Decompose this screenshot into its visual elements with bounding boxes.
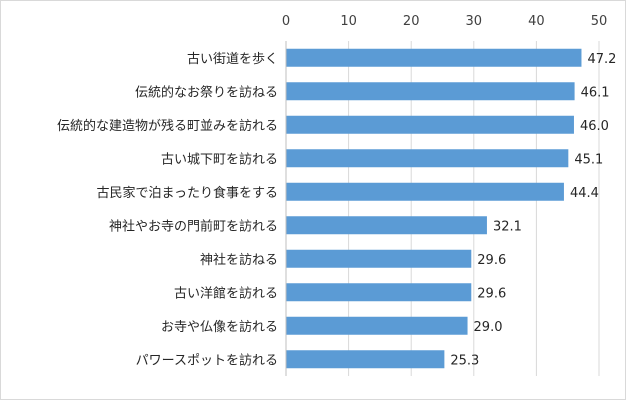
bar-7 bbox=[286, 249, 472, 268]
data-label-6: 32.1 bbox=[493, 219, 522, 234]
bar-6 bbox=[286, 216, 487, 235]
tick-labels: 0 10 20 30 40 50 bbox=[282, 14, 607, 29]
category-label-10: パワースポットを訪れる bbox=[136, 352, 278, 368]
category-label-8: 古い洋館を訪れる bbox=[174, 285, 278, 301]
category-label-5: 古民家で泊まったり食事をする bbox=[97, 185, 278, 201]
tick-label-20: 20 bbox=[403, 14, 420, 29]
data-label-1: 47.2 bbox=[587, 52, 616, 67]
tick-label-50: 50 bbox=[591, 14, 608, 29]
category-label-6: 神社やお寺の門前町を訪れる bbox=[109, 218, 278, 234]
category-label-2: 伝統的なお祭りを訪ねる bbox=[135, 84, 278, 100]
data-label-3: 46.0 bbox=[580, 119, 609, 134]
category-label-4: 古い城下町を訪れる bbox=[161, 151, 278, 167]
data-label-5: 44.4 bbox=[570, 186, 599, 201]
bar-9 bbox=[286, 316, 468, 335]
tick-label-10: 10 bbox=[340, 14, 357, 29]
category-label-9: お寺や仏像を訪れる bbox=[161, 319, 278, 335]
bar-1 bbox=[286, 48, 582, 67]
data-label-9: 29.0 bbox=[474, 320, 503, 335]
data-label-2: 46.1 bbox=[581, 85, 610, 100]
data-label-8: 29.6 bbox=[477, 286, 506, 301]
bars bbox=[286, 48, 582, 369]
category-label-3: 伝統的な建造物が残る町並みを訪れる bbox=[57, 118, 278, 134]
bar-8 bbox=[286, 283, 472, 302]
bar-2 bbox=[286, 82, 575, 101]
tick-label-30: 30 bbox=[466, 14, 483, 29]
category-labels: 古い街道を歩く伝統的なお祭りを訪ねる伝統的な建造物が残る町並みを訪れる古い城下町… bbox=[57, 52, 278, 369]
bar-5 bbox=[286, 182, 564, 201]
data-labels: 47.2 46.1 46.0 45.1 44.4 32.1 29.6 29.6 29.0 25.3 bbox=[450, 52, 616, 369]
bar-10 bbox=[286, 350, 445, 369]
data-label-10: 25.3 bbox=[450, 353, 479, 368]
tick-label-0: 0 bbox=[282, 14, 290, 29]
tick-label-40: 40 bbox=[528, 14, 545, 29]
bar-4 bbox=[286, 149, 569, 168]
category-label-1: 古い街道を歩く bbox=[187, 52, 278, 67]
data-label-7: 29.6 bbox=[477, 253, 506, 268]
category-label-7: 神社を訪ねる bbox=[200, 252, 278, 268]
bar-3 bbox=[286, 115, 574, 134]
data-label-4: 45.1 bbox=[574, 152, 603, 167]
